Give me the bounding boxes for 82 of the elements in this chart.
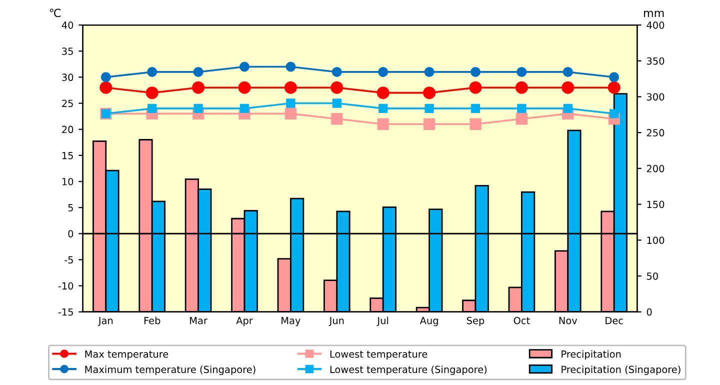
point — [424, 66, 434, 77]
point — [610, 109, 619, 118]
point — [284, 108, 297, 120]
point — [240, 62, 250, 72]
legend-label: Lowest temperature — [330, 350, 428, 360]
y2-tick-label: 250 — [646, 129, 664, 136]
x-tick-label: Jul — [376, 316, 388, 326]
point — [423, 118, 436, 130]
y-tick-label: 40 — [62, 22, 74, 29]
point — [194, 104, 203, 114]
y-axis-title: ℃ — [50, 8, 61, 18]
y2-tick-label: 350 — [646, 57, 664, 65]
x-tick-label: Dec — [606, 317, 623, 324]
point — [376, 86, 390, 100]
point — [146, 86, 158, 100]
y-tick-label: 0 — [68, 230, 74, 238]
point — [516, 113, 528, 125]
y-tick-label: 15 — [62, 152, 73, 160]
point — [562, 66, 573, 77]
point — [240, 104, 250, 114]
point — [423, 86, 436, 100]
y-tick-label: 35 — [62, 48, 73, 55]
legend-label: Maximum temperature (Singapore) — [85, 366, 256, 375]
x-tick-label: May — [282, 317, 300, 326]
x-tick-label: Sep — [466, 316, 484, 326]
point — [470, 118, 482, 130]
point — [332, 66, 342, 77]
point — [286, 62, 296, 72]
y-tick-label: 30 — [62, 74, 74, 82]
point — [608, 81, 620, 94]
y-tick-label: 10 — [62, 178, 74, 186]
legend-label: Precipitation — [562, 350, 621, 360]
y2-tick-label: 400 — [646, 22, 664, 29]
x-tick-label: Jun — [328, 317, 344, 326]
point — [286, 98, 296, 108]
point — [563, 104, 572, 114]
y2-tick-label: 50 — [646, 272, 658, 280]
legend-label: Max temperature — [85, 350, 168, 360]
legend-label: Lowest temperature (Singapore) — [330, 366, 487, 375]
y2-tick-label: 300 — [646, 93, 664, 101]
point — [515, 81, 528, 94]
y-tick-label: 5 — [68, 204, 73, 212]
point — [470, 66, 480, 77]
point — [100, 81, 112, 94]
point — [516, 66, 527, 77]
point — [147, 66, 158, 77]
point — [609, 72, 620, 82]
y2-axis-title: mm — [644, 10, 664, 17]
y-tick-label: 20 — [62, 126, 74, 134]
x-tick-label: Oct — [514, 316, 530, 324]
y-tick-label: 25 — [62, 100, 73, 108]
y2-tick-label: 150 — [647, 200, 664, 208]
point — [377, 118, 389, 130]
point — [284, 81, 297, 94]
y2-tick-label: 100 — [647, 236, 664, 244]
point — [517, 104, 526, 114]
point — [331, 113, 343, 125]
y2-tick-label: 200 — [646, 164, 664, 172]
point — [332, 98, 342, 108]
point — [193, 66, 204, 77]
x-tick-label: Jan — [98, 317, 113, 326]
point — [470, 104, 480, 114]
y-tick-label: -10 — [58, 282, 74, 290]
legend-label: Precipitation (Singapore) — [562, 366, 680, 375]
point — [192, 81, 205, 94]
point — [238, 81, 251, 94]
point — [469, 81, 482, 94]
point — [424, 104, 434, 114]
x-tick-label: Nov — [559, 317, 578, 324]
point — [148, 104, 157, 114]
x-tick-label: Aug — [420, 317, 438, 326]
point — [562, 81, 574, 94]
x-tick-label: Apr — [236, 317, 253, 326]
point — [378, 66, 388, 77]
y-tick-label: -15 — [58, 308, 73, 316]
y-tick-label: -5 — [64, 256, 73, 264]
x-tick-label: Mar — [190, 317, 208, 324]
point — [330, 81, 344, 94]
y2-tick-label: 0 — [646, 308, 652, 316]
point — [100, 72, 111, 82]
point — [378, 104, 388, 114]
x-tick-label: Feb — [144, 316, 160, 324]
